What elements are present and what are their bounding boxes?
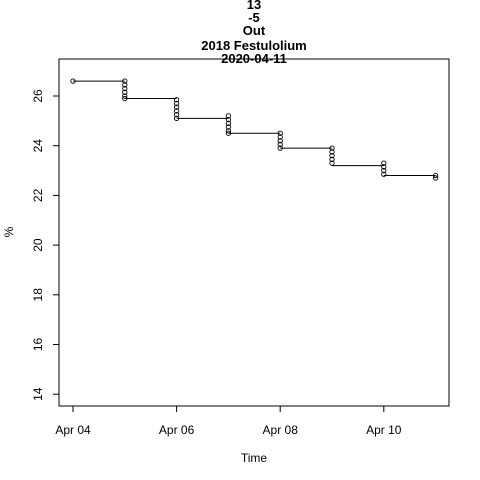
- data-point: [225, 130, 232, 136]
- data-point: [122, 78, 128, 84]
- x-tick-label: Apr 08: [263, 423, 299, 437]
- data-point: [122, 82, 128, 88]
- data-point: [122, 85, 128, 92]
- data-point: [381, 160, 387, 166]
- data-point: [225, 124, 232, 130]
- data-point: [381, 164, 387, 170]
- title-line-3: Out: [243, 23, 266, 38]
- data-point: [70, 78, 76, 84]
- data-point: [277, 138, 283, 144]
- data-point: [173, 111, 180, 118]
- data-point: [122, 89, 128, 95]
- title-line-4: 2018 Festulolium: [201, 38, 306, 53]
- chart-title: 13 -5 Out 2018 Festulolium 2020-04-11: [201, 0, 306, 66]
- y-tick-label: 18: [31, 288, 45, 302]
- y-tick-label: 14: [31, 387, 45, 401]
- x-tick-label: Apr 10: [366, 423, 402, 437]
- step-segments: [73, 80, 436, 177]
- data-point: [381, 171, 387, 177]
- x-axis: Apr 04 Apr 06 Apr 08 Apr 10: [55, 405, 402, 437]
- data-point: [225, 113, 232, 119]
- data-point: [122, 93, 128, 99]
- data-point: [122, 95, 128, 102]
- y-tick-label: 20: [31, 238, 45, 252]
- y-tick-label: 24: [31, 139, 45, 153]
- data-point: [381, 167, 387, 174]
- data-point: [173, 108, 180, 114]
- data-point: [277, 145, 283, 151]
- data-point: [329, 156, 335, 163]
- y-axis-label: %: [2, 226, 16, 237]
- data-point: [277, 134, 283, 140]
- y-axis: 14 16 18 20 22 24 26: [31, 89, 60, 401]
- data-point: [225, 116, 232, 123]
- x-axis-label: Time: [241, 451, 268, 465]
- data-point: [432, 172, 439, 179]
- data-point: [277, 130, 283, 136]
- y-tick-label: 16: [31, 338, 45, 352]
- data-point: [329, 149, 335, 155]
- data-point: [225, 120, 232, 126]
- data-point: [432, 175, 439, 181]
- data-point: [329, 160, 335, 166]
- title-line-2: -5: [248, 10, 260, 25]
- y-tick-label: 22: [31, 188, 45, 202]
- data-point: [173, 115, 180, 122]
- x-tick-label: Apr 06: [159, 423, 195, 437]
- data-point: [173, 97, 180, 103]
- plot-frame: [58, 58, 450, 407]
- data-point: [329, 152, 335, 159]
- x-tick-label: Apr 04: [55, 423, 91, 437]
- data-point: [173, 104, 180, 110]
- data-point: [173, 100, 180, 107]
- data-points: [70, 78, 439, 181]
- data-point: [225, 128, 232, 134]
- y-tick-label: 26: [31, 89, 45, 103]
- data-point: [329, 145, 335, 151]
- data-point: [277, 141, 283, 148]
- title-line-1: 13: [247, 0, 261, 12]
